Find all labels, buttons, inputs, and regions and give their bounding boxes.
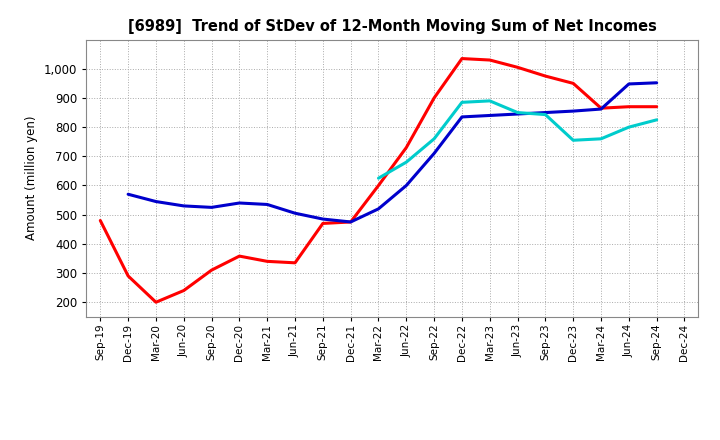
Y-axis label: Amount (million yen): Amount (million yen) <box>25 116 38 240</box>
Title: [6989]  Trend of StDev of 12-Month Moving Sum of Net Incomes: [6989] Trend of StDev of 12-Month Moving… <box>128 19 657 34</box>
